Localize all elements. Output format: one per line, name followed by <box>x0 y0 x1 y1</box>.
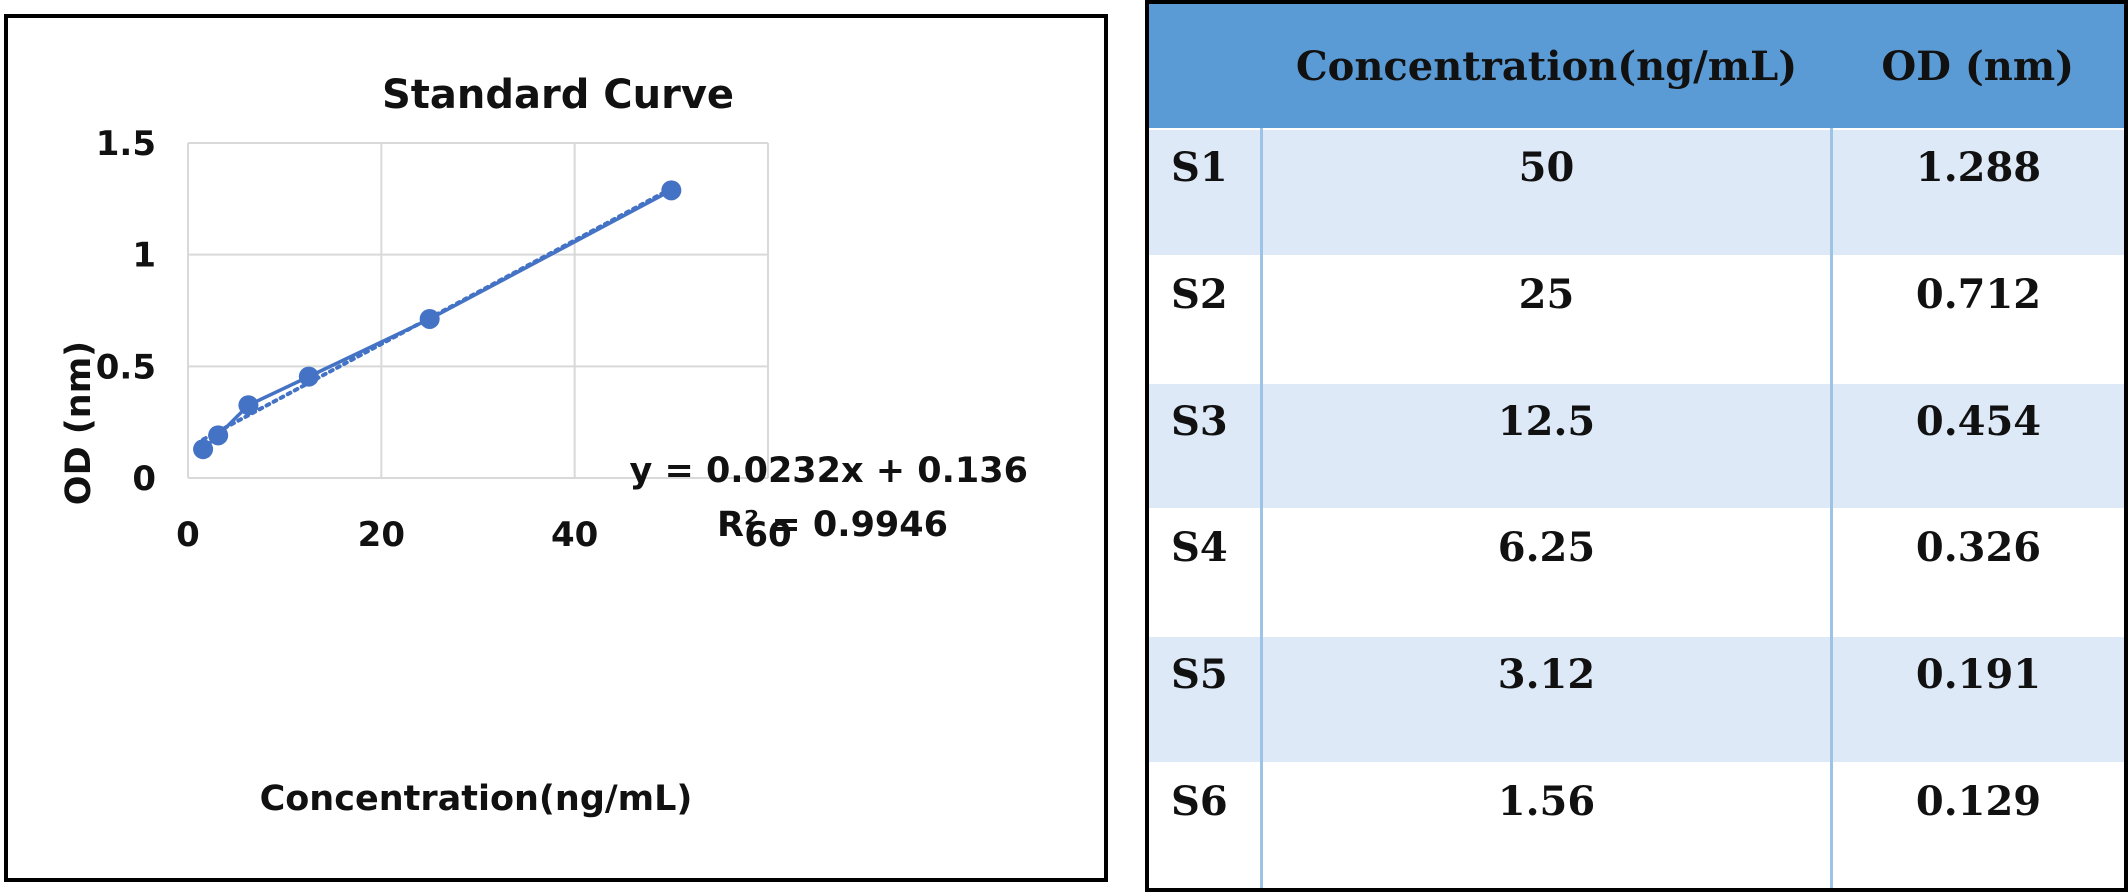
row-label: S4 <box>1149 508 1262 637</box>
chart-title: Standard Curve <box>382 72 734 118</box>
y-tick-label: 0 <box>132 459 156 499</box>
row-od: 0.129 <box>1830 762 2124 888</box>
row-od: 0.326 <box>1830 508 2124 637</box>
table-row: S2 25 0.712 <box>1149 254 2124 383</box>
table-row: S5 3.12 0.191 <box>1149 635 2124 764</box>
row-concentration: 3.12 <box>1260 635 1832 764</box>
data-series <box>193 180 682 460</box>
x-tick-label: 20 <box>358 515 405 555</box>
table-row: S6 1.56 0.129 <box>1149 762 2124 888</box>
table-header-row: Concentration(ng/mL) OD (nm) <box>1149 4 2124 129</box>
y-axis-label: OD (nm) <box>59 341 99 505</box>
row-od: 0.191 <box>1830 635 2124 764</box>
x-tick-label: 60 <box>744 515 791 555</box>
row-od: 1.288 <box>1830 128 2124 256</box>
row-od: 0.454 <box>1830 381 2124 510</box>
x-axis-label: Concentration(ng/mL) <box>260 779 693 819</box>
header-label <box>1149 4 1262 129</box>
x-tick-label: 40 <box>551 515 598 555</box>
standards-table: Concentration(ng/mL) OD (nm) S1 50 1.288… <box>1149 4 2124 888</box>
row-label: S5 <box>1149 635 1262 764</box>
standard-curve-chart: 0 0.5 1 1.5 0 20 40 60 Standard Curve Concentra… <box>59 72 1028 819</box>
data-point <box>208 425 229 446</box>
row-label: S2 <box>1149 254 1262 383</box>
data-point <box>238 395 259 416</box>
table-row: S1 50 1.288 <box>1149 128 2124 256</box>
row-concentration: 50 <box>1260 128 1832 256</box>
trendline-r-squared: R² = 0.9946 <box>717 505 948 545</box>
row-label: S1 <box>1149 128 1262 256</box>
row-concentration: 12.5 <box>1260 381 1832 510</box>
data-point <box>419 308 440 329</box>
table-row: S4 6.25 0.326 <box>1149 508 2124 637</box>
y-tick-label: 1.5 <box>96 124 156 164</box>
header-concentration: Concentration(ng/mL) <box>1261 4 1832 129</box>
x-tick-label: 0 <box>176 515 200 555</box>
chart-panel: 0 0.5 1 1.5 0 20 40 60 Standard Curve Concentra… <box>4 14 1108 882</box>
y-tick-label: 1 <box>132 236 156 276</box>
chart-text: Standard Curve Concentration(ng/mL) OD (… <box>59 72 1028 819</box>
table-row: S3 12.5 0.454 <box>1149 381 2124 510</box>
trendline-equation: y = 0.0232x + 0.136 <box>629 451 1028 491</box>
row-od: 0.712 <box>1830 254 2124 383</box>
row-concentration: 25 <box>1260 254 1832 383</box>
row-label: S6 <box>1149 762 1262 888</box>
data-point <box>661 180 682 201</box>
row-concentration: 6.25 <box>1260 508 1832 637</box>
header-od: OD (nm) <box>1831 4 2124 129</box>
data-table-panel: Concentration(ng/mL) OD (nm) S1 50 1.288… <box>1145 0 2128 892</box>
data-point <box>193 439 214 460</box>
data-point <box>298 366 319 387</box>
row-concentration: 1.56 <box>1260 762 1832 888</box>
axes: 0 0.5 1 1.5 0 20 40 60 <box>96 124 792 555</box>
grid-lines <box>187 142 769 479</box>
row-label: S3 <box>1149 381 1262 510</box>
y-tick-label: 0.5 <box>96 347 156 387</box>
